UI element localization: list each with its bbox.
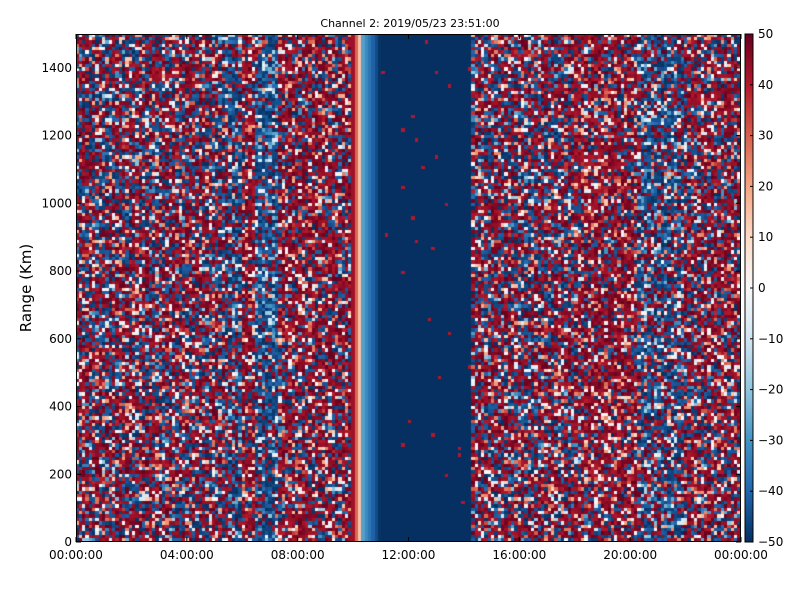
- y-tick-label: 800: [49, 264, 72, 278]
- x-axis: 00:00:00 04:00:00 08:00:00 12:00:00 16:00:00…: [49, 34, 768, 562]
- y-tick-label: 1000: [41, 196, 72, 210]
- x-tick-label: 04:00:00: [160, 548, 214, 562]
- heatmap-image: [76, 34, 741, 542]
- x-tick-label: 12:00:00: [382, 548, 436, 562]
- colorbar-tick-label: −40: [758, 484, 783, 498]
- x-tick-label: 20:00:00: [603, 548, 657, 562]
- colorbar: 50 40 30 20 10 0 −10 −20 −30 −40 −50: [744, 27, 783, 549]
- colorbar-tick-label: 30: [758, 129, 773, 143]
- colorbar-tick-label: 40: [758, 78, 773, 92]
- colorbar-tick-label: 0: [758, 281, 766, 295]
- y-tick-label: 0: [64, 535, 72, 549]
- x-tick-label: 08:00:00: [271, 548, 325, 562]
- y-tick-label: 1200: [41, 129, 72, 143]
- y-tick-label: 400: [49, 400, 72, 414]
- y-tick-label: 200: [49, 467, 72, 481]
- colorbar-tick-label: −30: [758, 433, 783, 447]
- y-tick-label: 1400: [41, 61, 72, 75]
- x-tick-label: 00:00:00: [49, 548, 103, 562]
- y-axis-label: Range (Km): [17, 244, 35, 332]
- colorbar-tick-label: 10: [758, 230, 773, 244]
- x-tick-label: 16:00:00: [492, 548, 546, 562]
- colorbar-tick-label: −10: [758, 332, 783, 346]
- heatmap-cells: [76, 34, 741, 542]
- colorbar-tick-label: 20: [758, 179, 773, 193]
- colorbar-tick-label: 50: [758, 27, 773, 41]
- chart-title: Channel 2: 2019/05/23 23:51:00: [320, 17, 499, 30]
- colorbar-tick-label: −50: [758, 535, 783, 549]
- colorbar-tick-label: −20: [758, 383, 783, 397]
- x-tick-label: 00:00:00: [714, 548, 768, 562]
- y-axis: 0 200 400 600 800 1000 1200 1400: [41, 61, 741, 549]
- y-tick-label: 600: [49, 332, 72, 346]
